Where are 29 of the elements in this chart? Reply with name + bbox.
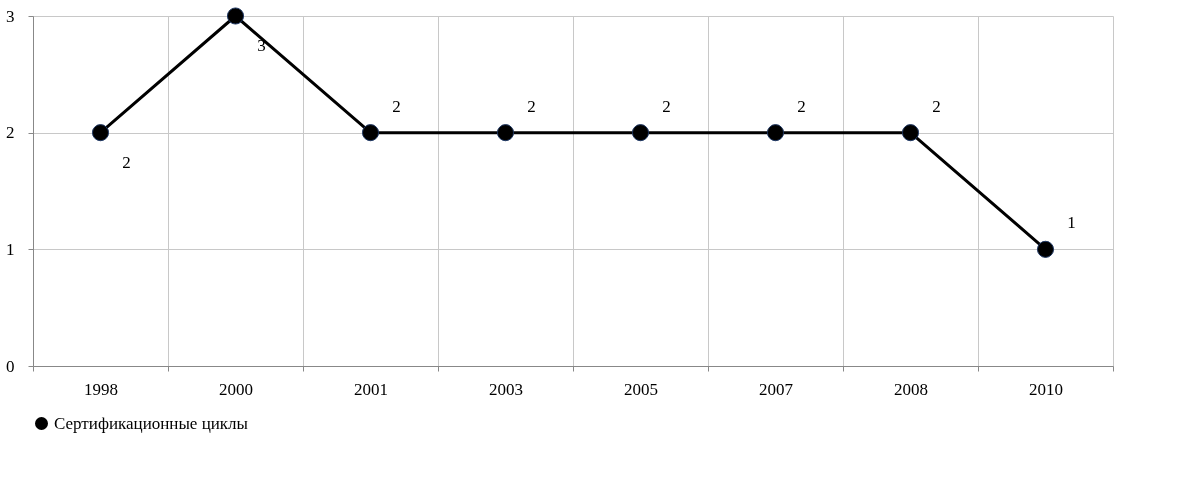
- x-tick-label: 1998: [84, 379, 118, 399]
- data-label: 2: [527, 96, 536, 116]
- data-label: 2: [392, 96, 401, 116]
- data-label: 2: [797, 96, 806, 116]
- y-tick-label: 2: [6, 123, 15, 143]
- y-tick-label: 1: [6, 239, 15, 259]
- x-tick-label: 2005: [624, 379, 658, 399]
- data-label: 1: [1067, 213, 1076, 233]
- x-tick-label: 2001: [354, 379, 388, 399]
- point: [1036, 240, 1055, 258]
- point: [496, 124, 515, 142]
- y-tick-label: 0: [6, 356, 15, 376]
- data-label: 2: [122, 152, 131, 172]
- point: [901, 124, 920, 142]
- point: [226, 7, 245, 25]
- legend-label: Сертификационные циклы: [54, 413, 249, 433]
- point: [766, 124, 785, 142]
- data-label: 3: [257, 36, 266, 55]
- x-tick-label: 2008: [894, 379, 928, 399]
- x-tick-label: 2000: [219, 379, 253, 399]
- x-tick-label: 2007: [759, 379, 794, 399]
- x-tick-label: 2003: [489, 379, 523, 399]
- point: [91, 124, 110, 142]
- data-label: 2: [662, 96, 671, 116]
- point: [631, 124, 650, 142]
- y-tick-label: 3: [6, 6, 15, 26]
- x-tick-label: 2010: [1029, 379, 1063, 399]
- data-label: 2: [932, 96, 941, 116]
- point: [361, 124, 380, 142]
